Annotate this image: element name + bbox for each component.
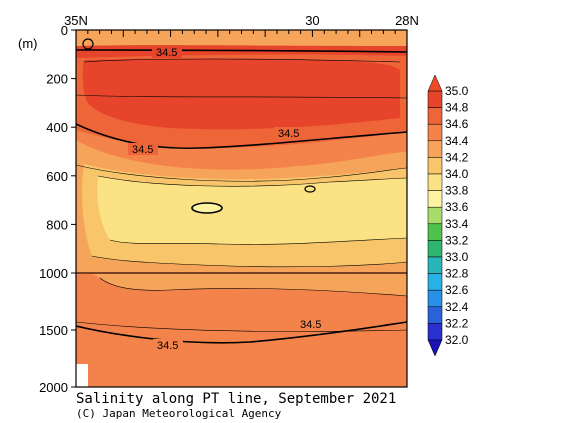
colorbar-label-5: 34.0 <box>445 167 469 181</box>
colorbar-swatch-1 <box>427 107 443 125</box>
colorbar-max-arrow <box>427 74 443 92</box>
colorbar-label-14: 32.2 <box>445 316 469 330</box>
colorbar-swatch-3 <box>427 140 443 158</box>
colorbar-min-arrow <box>427 339 443 357</box>
colorbar-swatch-2 <box>427 123 443 142</box>
colorbar-label-7: 33.6 <box>445 200 469 214</box>
colorbar-swatch-6 <box>427 190 443 208</box>
band-34-8 <box>82 58 401 130</box>
y-tick-label-2: 400 <box>46 120 68 135</box>
contour-thin-7 <box>99 277 407 297</box>
x-tick-label-2: 28N <box>395 13 419 28</box>
y-tick-label-0: 0 <box>61 23 68 38</box>
corner-marker <box>82 38 94 50</box>
chart-title: Salinity along PT line, September 2021 <box>76 391 397 407</box>
colorbar-swatch-8 <box>427 223 443 241</box>
contour-bold-top <box>76 49 407 53</box>
colorbar-swatch-13 <box>427 306 443 324</box>
x-tick-label-0: 35N <box>64 13 88 28</box>
contour-thin-3 <box>76 164 407 182</box>
colorbar-label-0: 35.0 <box>445 84 469 98</box>
x-tick-label-1: 30 <box>305 13 319 28</box>
colorbar-label-1: 34.8 <box>445 101 469 115</box>
contour-thin-6 <box>91 255 407 268</box>
colorbar-swatch-5 <box>427 173 443 191</box>
band-33-8 <box>97 176 407 245</box>
colorbar-swatch-9 <box>427 240 443 258</box>
colorbar-label-9: 33.2 <box>445 233 469 247</box>
contour-thin-5 <box>109 237 407 245</box>
colorbar-label-13: 32.4 <box>445 300 469 314</box>
colorbar-label-8: 33.4 <box>445 217 469 231</box>
contour-closed-2 <box>304 185 316 193</box>
colorbar-swatch-14 <box>427 323 443 341</box>
contour-label-1: 34.5 <box>156 47 177 59</box>
y-axis: 0 200 400 600 800 1000 1500 2000 <box>39 23 76 395</box>
colorbar-label-15: 32.0 <box>445 333 469 347</box>
band-33-6 <box>192 202 222 213</box>
y-tick-label-5: 1000 <box>39 266 68 281</box>
contour-lines <box>76 49 407 344</box>
contour-bold-upper <box>76 123 407 150</box>
colorbar-label-4: 34.2 <box>445 150 469 164</box>
seafloor-notch <box>76 364 88 387</box>
y-tick-label-1: 200 <box>46 72 68 87</box>
colorbar-label-3: 34.4 <box>445 134 469 148</box>
salinity-field <box>76 30 407 387</box>
y-unit-label: (m) <box>18 36 38 51</box>
credit-line: (C) Japan Meteorological Agency <box>76 407 282 420</box>
x-axis: 35N 30 28N <box>64 13 419 37</box>
colorbar: 35.0 34.8 34.6 34.4 34.2 34.0 33.8 33.6 33.4 33.2… <box>427 74 469 357</box>
colorbar-swatch-4 <box>427 157 443 175</box>
colorbar-label-12: 32.6 <box>445 283 469 297</box>
colorbar-swatch-7 <box>427 206 443 225</box>
colorbar-label-11: 32.8 <box>445 267 469 281</box>
y-tick-label-4: 800 <box>46 217 68 232</box>
colorbar-label-6: 33.8 <box>445 184 469 198</box>
contour-thin-2 <box>83 58 401 63</box>
colorbar-swatch-0 <box>427 90 443 108</box>
y-tick-label-6: 1500 <box>39 323 68 338</box>
colorbar-swatch-11 <box>427 273 443 291</box>
contour-label-3: 34.5 <box>132 144 153 156</box>
contour-thin-4 <box>97 175 407 187</box>
contour-closed-1 <box>191 202 223 214</box>
contour-bold-deep <box>76 321 407 344</box>
y-tick-label-3: 600 <box>46 169 68 184</box>
y-tick-label-7: 2000 <box>39 380 68 395</box>
contour-label-2: 34.5 <box>278 128 299 140</box>
contour-label-5: 34.5 <box>157 340 178 352</box>
band-deep-upper <box>92 274 407 296</box>
contour-labels: 34.5 34.5 34.5 34.5 34.5 <box>128 46 326 352</box>
colorbar-swatch-12 <box>427 289 443 308</box>
contour-thin-1 <box>76 94 407 99</box>
contour-label-4: 34.5 <box>300 319 321 331</box>
colorbar-label-10: 33.0 <box>445 250 469 264</box>
colorbar-label-2: 34.6 <box>445 117 469 131</box>
colorbar-swatch-10 <box>427 256 443 274</box>
